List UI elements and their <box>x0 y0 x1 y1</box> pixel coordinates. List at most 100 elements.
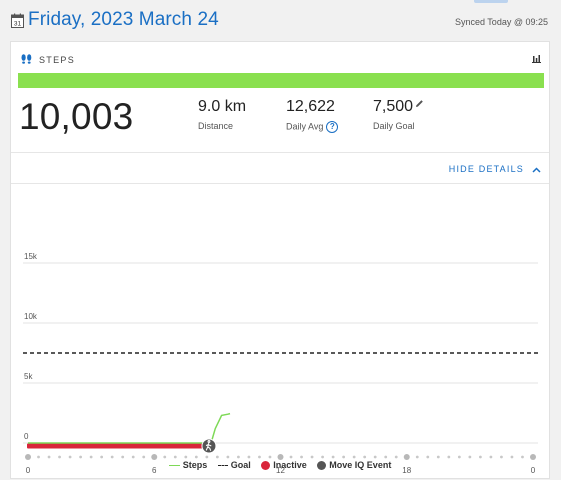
hour-dot <box>163 455 167 459</box>
move-iq-event-marker <box>201 438 217 454</box>
x-tick-label: 0 <box>531 466 536 475</box>
legend-item-steps[interactable]: Steps <box>168 460 207 470</box>
steps-chart: 0 5k 10k 15k 0 6 12 18 0 <box>23 252 538 475</box>
hide-details-button[interactable]: HIDE DETAILS <box>449 164 541 174</box>
hour-dot <box>289 455 293 459</box>
calendar-icon: 31 <box>11 13 24 28</box>
hour-dot <box>258 455 261 459</box>
hour-dot <box>89 455 93 459</box>
hour-dot <box>277 454 284 460</box>
hour-dot <box>25 454 31 460</box>
legend-item-goal[interactable]: Goal <box>217 459 251 470</box>
top-tab-stub <box>474 0 508 3</box>
page-title: Friday, 2023 March 24 <box>28 9 219 30</box>
hour-dot <box>300 455 303 459</box>
x-tick-label: 0 <box>26 466 31 475</box>
hour-dot <box>142 455 146 459</box>
hour-dot <box>68 455 72 459</box>
bar-chart-icon[interactable] <box>532 54 541 63</box>
hour-dot <box>47 455 51 459</box>
hour-dot <box>131 455 135 459</box>
y-tick-label: 10k <box>24 312 38 321</box>
hour-dot <box>489 455 493 459</box>
y-tick-label: 15k <box>24 252 38 261</box>
x-tick-label: 6 <box>152 466 157 475</box>
legend-swatch-inactive <box>261 460 271 470</box>
hour-dot <box>468 455 472 459</box>
daily-goal-value-row: 7,500 <box>373 98 424 116</box>
steps-progress-bar <box>18 73 544 88</box>
hour-dot <box>352 455 356 459</box>
sync-status: Synced Today @ 09:25 <box>454 17 548 27</box>
hour-dot <box>215 455 219 459</box>
hour-dot <box>500 455 503 459</box>
hour-dot <box>151 454 158 460</box>
daily-avg-stat: 12,622 Daily Avg? <box>286 98 339 133</box>
total-steps-value: 10,003 <box>19 96 134 137</box>
hour-dot <box>184 455 188 459</box>
hour-dot <box>394 455 398 459</box>
legend-swatch-goal <box>217 464 228 466</box>
daily-goal-stat: 7,500 Daily Goal <box>373 98 424 132</box>
hide-details-label: HIDE DETAILS <box>448 164 524 174</box>
hour-dot <box>478 455 482 459</box>
steps-card: STEPS 10,003 9.0 km Distance 12,622 Dail… <box>10 41 550 479</box>
hour-dot <box>457 455 461 459</box>
page-header: 31 Friday, 2023 March 24 Synced Today @ … <box>0 0 561 40</box>
legend-label-goal: Goal <box>230 459 251 470</box>
distance-value: 9.0 km <box>198 98 247 115</box>
hour-dot <box>342 455 346 459</box>
hour-dot <box>110 455 114 459</box>
divider <box>11 152 549 153</box>
distance-label: Distance <box>198 121 234 131</box>
hour-dot <box>510 455 514 459</box>
steps-section-label: STEPS <box>39 55 76 65</box>
hour-dot <box>331 455 335 459</box>
legend-item-inactive[interactable]: Inactive <box>261 460 307 470</box>
hour-dot <box>373 455 377 459</box>
y-tick-label: 0 <box>24 432 29 441</box>
hour-dot <box>237 455 240 459</box>
hour-dot <box>58 455 61 459</box>
hour-dot <box>268 455 272 459</box>
hour-dot <box>321 455 324 459</box>
daily-avg-label-row: Daily Avg? <box>286 121 339 133</box>
divider <box>11 183 549 184</box>
hour-dot <box>530 454 536 460</box>
hour-dot <box>363 455 367 459</box>
hour-dot <box>415 455 419 459</box>
hour-dot <box>205 455 209 459</box>
hour-dot <box>121 455 125 459</box>
steps-line <box>28 412 231 444</box>
walking-person-icon <box>205 440 212 451</box>
daily-avg-value: 12,622 <box>286 98 335 115</box>
hour-dot <box>436 455 440 459</box>
legend-label-inactive: Inactive <box>273 459 307 470</box>
hour-dot <box>173 455 177 459</box>
steps-card-header: STEPS <box>11 42 549 74</box>
chart-legend: Steps Goal Inactive Move IQ Event <box>11 459 549 470</box>
inactive-bar <box>27 443 208 449</box>
legend-swatch-steps <box>168 464 180 466</box>
hour-dot <box>310 455 314 459</box>
hour-dot <box>426 455 430 459</box>
daily-avg-label: Daily Avg <box>286 121 324 132</box>
daily-goal-value: 7,500 <box>373 98 414 115</box>
help-icon[interactable]: ? <box>326 121 339 133</box>
steps-progress-fill <box>18 73 544 88</box>
legend-label-move-iq: Move IQ Event <box>329 459 392 470</box>
legend-item-move-iq[interactable]: Move IQ Event <box>317 460 391 470</box>
pencil-icon[interactable] <box>415 99 424 108</box>
calendar-day-number: 31 <box>14 21 22 28</box>
distance-stat: 9.0 km Distance <box>198 98 246 132</box>
hour-dot <box>226 455 230 459</box>
hour-dot <box>447 455 451 459</box>
footprints-icon <box>21 54 32 64</box>
chevron-up-icon <box>532 167 541 173</box>
legend-swatch-move-iq <box>317 460 327 470</box>
y-tick-label: 5k <box>24 372 33 381</box>
hour-dot <box>403 454 410 460</box>
daily-goal-label: Daily Goal <box>373 121 415 131</box>
hour-dot <box>37 455 40 459</box>
hour-dot <box>384 455 388 459</box>
